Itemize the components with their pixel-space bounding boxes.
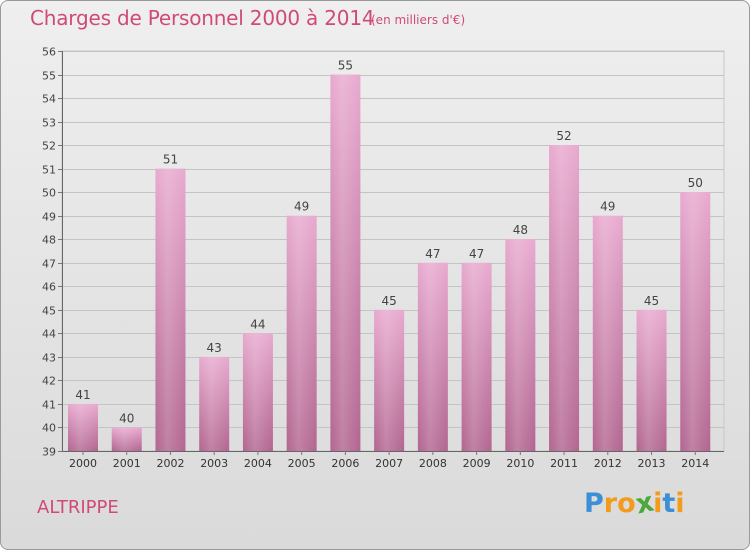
- data-label: 43: [207, 341, 222, 355]
- y-tick-label: 48: [42, 234, 56, 247]
- logo-letter: i: [653, 488, 663, 519]
- y-tick-label: 49: [42, 211, 56, 224]
- chart-title: Charges de Personnel 2000 à 2014: [30, 6, 375, 30]
- y-tick-label: 52: [42, 140, 56, 153]
- data-label: 55: [338, 59, 353, 73]
- data-label: 52: [556, 129, 571, 143]
- logo-letter: r: [603, 488, 618, 519]
- bar-sheen: [636, 309, 667, 451]
- x-tick-label: 2009: [463, 457, 491, 470]
- y-tick-label: 56: [42, 46, 56, 59]
- bar-sheen: [199, 356, 230, 451]
- bar-sheen: [461, 262, 492, 451]
- y-tick-label: 55: [42, 70, 56, 83]
- bar-sheen: [111, 427, 142, 451]
- data-label: 44: [250, 317, 265, 331]
- data-label: 45: [644, 294, 659, 308]
- y-tick-label: 54: [42, 93, 56, 106]
- y-tick-label: 40: [42, 422, 56, 435]
- bar-sheen: [417, 262, 448, 451]
- x-tick-label: 2014: [681, 457, 709, 470]
- y-tick-label: 39: [42, 446, 56, 459]
- x-tick-label: 2005: [288, 457, 316, 470]
- bar-sheen: [505, 239, 536, 451]
- bar-sheen: [330, 74, 361, 451]
- y-tick-label: 45: [42, 305, 56, 318]
- y-tick-label: 46: [42, 281, 56, 294]
- bar-sheen: [286, 215, 317, 451]
- proxiti-logo: Proxiti: [584, 487, 685, 521]
- commune-name: ALTRIPPE: [37, 497, 119, 518]
- logo-letter: P: [584, 488, 604, 519]
- x-tick-label: 2003: [200, 457, 228, 470]
- data-label: 41: [75, 388, 90, 402]
- bar-sheen: [242, 333, 273, 451]
- y-tick-label: 47: [42, 258, 56, 271]
- x-tick-label: 2001: [113, 457, 141, 470]
- data-label: 49: [294, 200, 309, 214]
- y-tick-label: 44: [42, 328, 56, 341]
- y-tick-label: 41: [42, 399, 56, 412]
- bar-sheen: [592, 215, 623, 451]
- x-tick-label: 2000: [69, 457, 97, 470]
- data-label: 51: [163, 153, 178, 167]
- y-tick-label: 43: [42, 352, 56, 365]
- x-tick-label: 2004: [244, 457, 272, 470]
- data-label: 47: [469, 247, 484, 261]
- y-tick-label: 53: [42, 117, 56, 130]
- y-tick-label: 51: [42, 164, 56, 177]
- chart-subtitle: (en milliers d'€): [371, 13, 466, 27]
- x-tick-label: 2008: [419, 457, 447, 470]
- data-label: 48: [513, 223, 528, 237]
- logo-letter: t: [662, 488, 676, 519]
- data-label: 45: [381, 294, 396, 308]
- bar-sheen: [155, 168, 186, 451]
- data-label: 49: [600, 200, 615, 214]
- x-tick-label: 2006: [331, 457, 359, 470]
- data-label: 47: [425, 247, 440, 261]
- y-tick-label: 42: [42, 375, 56, 388]
- x-tick-label: 2012: [594, 457, 622, 470]
- data-label: 50: [688, 176, 703, 190]
- x-tick-label: 2013: [638, 457, 666, 470]
- y-tick-label: 50: [42, 187, 56, 200]
- bar-sheen: [680, 192, 711, 452]
- x-tick-label: 2007: [375, 457, 403, 470]
- logo-letter: i: [675, 488, 685, 519]
- x-tick-label: 2002: [156, 457, 184, 470]
- bar-sheen: [549, 145, 580, 451]
- data-label: 40: [119, 411, 134, 425]
- x-tick-label: 2011: [550, 457, 578, 470]
- logo-letter: o: [617, 488, 636, 519]
- bar-sheen: [68, 403, 98, 451]
- x-tick-label: 2010: [506, 457, 534, 470]
- bar-sheen: [374, 309, 405, 451]
